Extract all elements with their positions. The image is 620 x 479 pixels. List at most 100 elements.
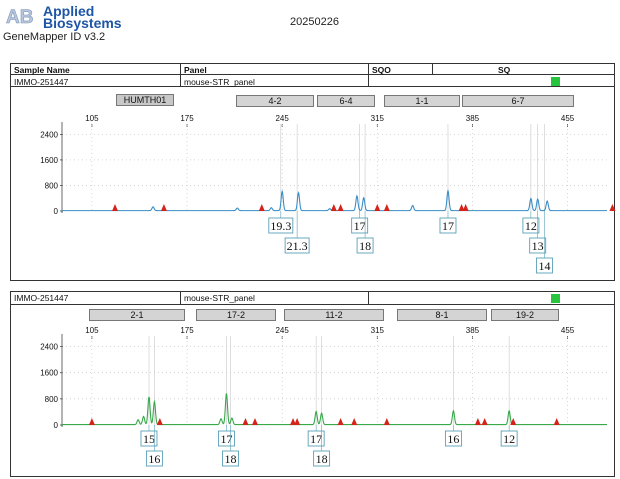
allele-call-box xyxy=(351,217,369,234)
size-standard-marker xyxy=(156,418,163,425)
y-tick-label: 0 xyxy=(54,207,59,216)
allele-call-label: 17 xyxy=(220,432,232,446)
allele-call-label: 13 xyxy=(532,239,544,253)
bin-label: 17-2 xyxy=(196,309,276,321)
app-version: GeneMapper ID v3.2 xyxy=(3,31,106,43)
allele-call-box xyxy=(529,237,547,254)
allele-call-label: 18 xyxy=(225,452,237,466)
y-tick-label: 1600 xyxy=(40,369,58,378)
panel-name-value: mouse-STR_panel xyxy=(184,293,255,303)
x-tick-label: 105 xyxy=(85,114,99,123)
brand-line-2: Biosystems xyxy=(43,15,122,31)
size-standard-marker xyxy=(337,204,344,211)
x-tick-label: 175 xyxy=(180,114,194,123)
x-tick-label: 455 xyxy=(561,114,575,123)
x-tick-label: 245 xyxy=(275,114,289,123)
allele-call-label: 15 xyxy=(143,432,155,446)
allele-call-label: 18 xyxy=(316,452,328,466)
sample-name-header: Sample Name xyxy=(14,65,70,75)
bin-label: HUMTH01 xyxy=(116,94,174,106)
y-tick-label: 2400 xyxy=(40,343,58,352)
allele-call-box xyxy=(268,217,294,234)
allele-call-label: 17 xyxy=(354,219,366,233)
allele-call-box xyxy=(522,217,540,234)
allele-call-label: 12 xyxy=(525,219,537,233)
allele-call-label: 18 xyxy=(359,239,371,253)
size-standard-marker xyxy=(458,204,465,211)
size-standard-marker xyxy=(290,418,297,425)
sq-header: SQ xyxy=(498,65,511,75)
sample-name-value: IMMO-251447 xyxy=(14,77,69,87)
quality-flag-icon xyxy=(551,294,560,303)
panel-name-value: mouse-STR_panel xyxy=(184,77,255,87)
allele-call-box xyxy=(284,237,310,254)
size-standard-marker xyxy=(112,204,119,211)
brand-line-1: Applied xyxy=(43,3,95,19)
allele-call-box xyxy=(356,237,374,254)
size-standard-marker xyxy=(481,418,488,425)
applied-biosystems-logo: AB Applied Biosystems xyxy=(6,4,126,30)
quality-flag-icon xyxy=(551,77,560,86)
size-standard-marker xyxy=(88,418,95,425)
allele-call-box xyxy=(313,450,331,467)
allele-call-box xyxy=(145,450,163,467)
y-tick-label: 800 xyxy=(45,181,59,190)
trace-line xyxy=(62,393,607,426)
size-standard-marker xyxy=(510,418,517,425)
y-tick-label: 800 xyxy=(45,395,59,404)
bin-label: 1-1 xyxy=(384,95,460,107)
size-standard-marker xyxy=(474,418,481,425)
report-date: 20250226 xyxy=(290,16,339,28)
size-standard-marker xyxy=(251,418,258,425)
size-standard-marker xyxy=(383,204,390,211)
allele-call-label: 16 xyxy=(447,432,459,446)
y-tick-label: 0 xyxy=(54,421,59,430)
size-standard-marker xyxy=(553,418,560,425)
brand-name: Applied Biosystems xyxy=(43,3,122,31)
size-standard-marker xyxy=(337,418,344,425)
size-standard-marker xyxy=(351,418,358,425)
x-tick-label: 315 xyxy=(371,326,385,335)
x-tick-label: 455 xyxy=(561,326,575,335)
chart-2: 105 175 245 315 385 455 0 800 1600 2400 15 16 17 18 17… xyxy=(40,326,607,467)
bin-label: 2-1 xyxy=(89,309,185,321)
size-standard-marker xyxy=(258,204,265,211)
x-tick-label: 385 xyxy=(466,114,480,123)
allele-call-box xyxy=(140,430,158,447)
bin-label: 6-7 xyxy=(462,95,574,107)
allele-call-label: 19.3 xyxy=(270,219,291,233)
svg-text:AB: AB xyxy=(6,7,33,26)
size-standard-marker xyxy=(160,204,167,211)
x-tick-label: 175 xyxy=(180,326,194,335)
allele-call-box xyxy=(307,430,325,447)
bin-label: 11-2 xyxy=(284,309,384,321)
bin-label: 6-4 xyxy=(317,95,375,107)
x-tick-label: 315 xyxy=(371,114,385,123)
panel-header: Panel xyxy=(184,65,207,75)
size-standard-marker xyxy=(462,204,469,211)
allele-call-box xyxy=(500,430,518,447)
sample-name-value: IMMO-251447 xyxy=(14,293,69,303)
x-tick-label: 245 xyxy=(275,326,289,335)
size-standard-marker xyxy=(374,204,381,211)
allele-call-label: 21.3 xyxy=(287,239,308,253)
allele-call-label: 12 xyxy=(503,432,515,446)
bin-label: 8-1 xyxy=(397,309,487,321)
allele-call-label: 17 xyxy=(442,219,454,233)
allele-call-box xyxy=(444,430,462,447)
allele-call-box xyxy=(222,450,239,467)
size-standard-marker xyxy=(294,418,301,425)
chart-1: 105 175 245 315 385 455 0 800 1600 2400 19.3 21.3 17… xyxy=(40,114,616,274)
y-tick-label: 1600 xyxy=(40,156,58,165)
size-standard-marker xyxy=(609,204,616,211)
y-tick-label: 2400 xyxy=(40,130,58,139)
sqo-header: SQO xyxy=(372,65,391,75)
allele-call-box xyxy=(439,217,457,234)
allele-call-label: 17 xyxy=(310,432,322,446)
bin-label: 19-2 xyxy=(491,309,559,321)
allele-call-box xyxy=(536,257,553,274)
size-standard-marker xyxy=(330,204,337,211)
bin-label: 4-2 xyxy=(236,95,314,107)
allele-call-label: 14 xyxy=(538,259,550,273)
